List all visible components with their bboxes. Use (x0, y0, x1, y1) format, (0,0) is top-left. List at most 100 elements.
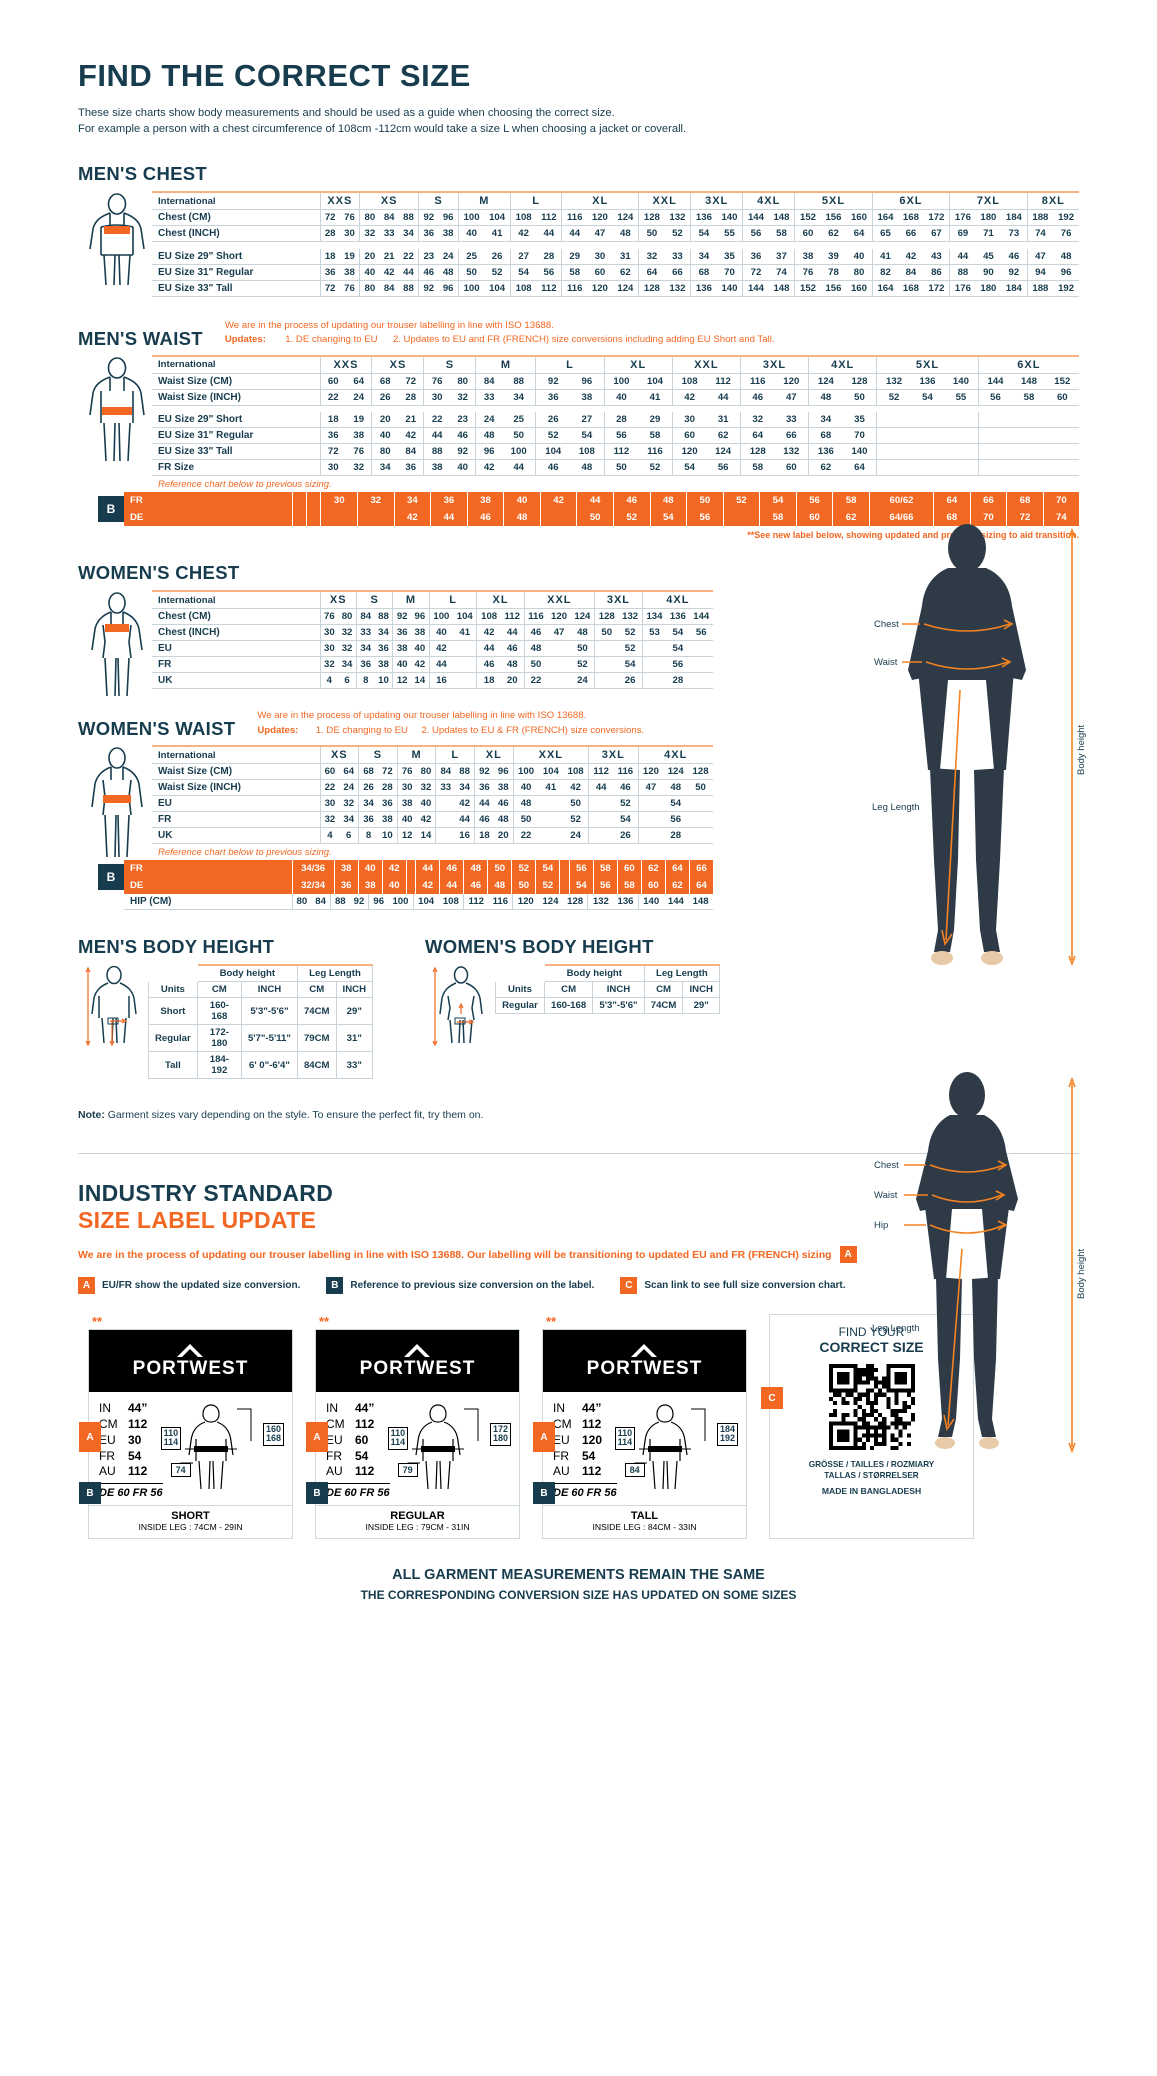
cell: 72 (319, 280, 340, 297)
cell (688, 811, 713, 829)
cell (722, 509, 760, 527)
cell: 192 (1053, 280, 1079, 297)
label-content: IN 44” CM 112 EU 60 FR 54 AU 112 DE 60 FR 56 110 114… (316, 1392, 519, 1505)
cell (435, 827, 456, 845)
height-min: 172 (492, 1424, 508, 1435)
label-card: ** PORTWEST IN 44” CM 112 EU 30 FR 54 AU 112 DE 60 F… (79, 1314, 293, 1539)
cell: 72 (397, 373, 424, 390)
cell: 30 (319, 459, 346, 477)
mens-body-height-table: Body height Leg Length Units CM INCH CM INCH S… (148, 964, 374, 1080)
table-row: Tall 184-192 6' 0"-6'4" 84CM 33" (148, 1051, 374, 1080)
cell: 20 (359, 248, 380, 265)
cell: 18 (319, 248, 340, 265)
cell: 38 (357, 877, 383, 895)
waist-min: 110 (390, 1428, 406, 1439)
cell: 46 (535, 459, 571, 477)
label-waist-male: Waist (874, 657, 898, 668)
industry-title-1: INDUSTRY STANDARD (78, 1180, 334, 1207)
cell: 160 (846, 280, 873, 297)
label-box: PORTWEST IN 44” CM 112 EU 60 FR 54 AU 112 DE 60 FR … (315, 1329, 520, 1539)
cell: 68 (358, 763, 378, 781)
cell: 70 (842, 427, 877, 445)
row-label: HIP (CM) (124, 894, 292, 911)
cell: 34 (690, 248, 717, 265)
final-note: Note: Garment sizes vary depending on th… (78, 1109, 1079, 1121)
qr-code-image[interactable] (828, 1364, 915, 1451)
cell: 47 (774, 389, 809, 406)
cell: 180 (975, 209, 1002, 227)
table-row: Waist Size (CM) 60 64 68 72 76 80 84 88 92 96 100 10… (152, 373, 1079, 390)
cell: 42 (416, 811, 436, 829)
cell: 164 (871, 280, 899, 297)
cell: 172-180 (196, 1024, 242, 1053)
cell: 96 (475, 443, 502, 461)
cell: 136 (910, 373, 945, 390)
spec-row-eu: EU 60 (326, 1433, 390, 1449)
cell: 44 (536, 225, 562, 243)
spec-value: 60 (355, 1432, 369, 1447)
size-group-xs: XS (319, 745, 359, 765)
spacer-cell (496, 965, 545, 982)
label-box: PORTWEST IN 44” CM 112 EU 120 FR 54 AU 112 DE 60 FR… (542, 1329, 747, 1539)
cell: 22 (512, 827, 539, 845)
cell: 42 (415, 877, 440, 895)
cell: 30 (587, 248, 613, 265)
mens-chest-figure (78, 191, 152, 297)
cell: 62 (808, 459, 843, 477)
cell: 42 (563, 779, 589, 797)
cell: 188 (1026, 209, 1054, 227)
cell: 42 (476, 624, 501, 642)
table-header-row: International XXS XS S M L XL XXL 3XL 4XL 5XL 6XL 7… (152, 191, 1079, 211)
chip-a-card: A (79, 1422, 101, 1453)
cell: 34 (355, 640, 375, 658)
cell: 56 (742, 225, 769, 243)
cell: 124 (538, 894, 563, 911)
cell: 47 (1026, 248, 1054, 265)
size-group-m: M (392, 590, 430, 610)
cell: 50 (523, 656, 548, 674)
spec-row-eu: EU 30 (99, 1433, 163, 1449)
chip-b-card: B (306, 1482, 328, 1505)
cell: 25 (457, 248, 485, 265)
size-group-xl: XL (474, 745, 514, 765)
size-spec-list: IN 44” CM 112 EU 120 FR 54 AU 112 DE 60 FR 56 (553, 1401, 617, 1501)
cell: 132 (618, 608, 643, 626)
cell (641, 640, 667, 658)
cell: 124 (612, 209, 639, 227)
cell: 192 (1053, 209, 1079, 227)
cell: 42 (381, 860, 407, 878)
cell: 42 (539, 492, 577, 510)
cell: 124 (706, 443, 741, 461)
chip-b: B (326, 1277, 344, 1295)
cell: 32 (338, 640, 357, 658)
cell (588, 811, 614, 829)
cell: 70 (716, 264, 743, 281)
cell (538, 827, 564, 845)
cell: 50 (688, 779, 713, 797)
cell: 47 (587, 225, 613, 243)
cell (594, 672, 619, 690)
cell: 50 (686, 492, 724, 510)
cell: 156 (820, 209, 847, 227)
unit-cm: CM (296, 981, 337, 999)
footer-line-2: THE CORRESPONDING CONVERSION SIZE HAS UP… (360, 1587, 797, 1602)
cell: 12 (396, 827, 417, 845)
cell: 34 (455, 779, 475, 797)
womens-height-figure (425, 964, 495, 1047)
size-spec-list: IN 44” CM 112 EU 60 FR 54 AU 112 DE 60 FR 56 (326, 1401, 390, 1501)
mens-chest-table: International XXS XS S M L XL XXL 3XL 4XL 5XL 6XL 7… (152, 191, 1079, 297)
unit-inch: INCH (682, 981, 720, 999)
cell (305, 492, 321, 510)
cell: 112 (536, 280, 562, 297)
cell: 144 (663, 894, 689, 911)
cell: 8 (355, 672, 375, 690)
cell: 72 (319, 443, 346, 461)
cell: 108 (509, 280, 537, 297)
cell: 52 (511, 860, 536, 878)
intro-text: These size charts show body measurements… (78, 105, 1079, 137)
cell: 140 (716, 280, 743, 297)
cell: 100 (501, 443, 536, 461)
cell: 44 (439, 877, 464, 895)
cell: 112 (588, 763, 614, 781)
size-group-xl: XL (603, 354, 673, 374)
